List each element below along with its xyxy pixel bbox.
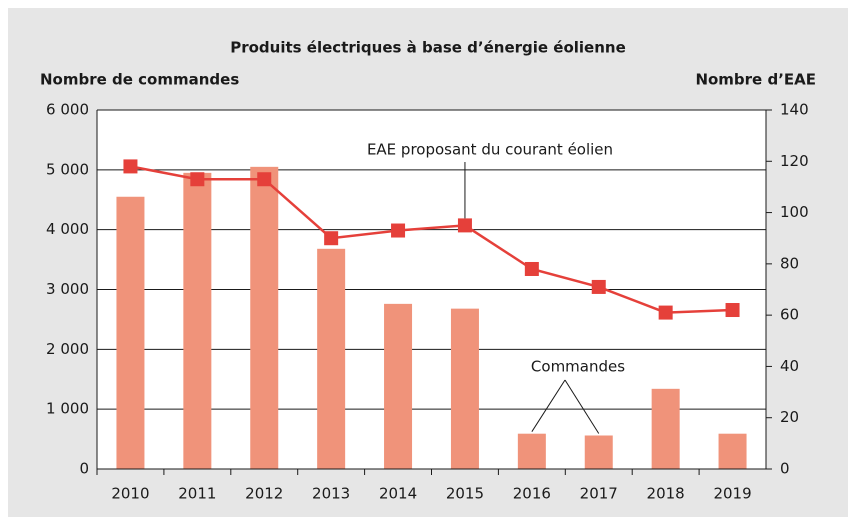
x-tick-label: 2018 (647, 485, 685, 503)
bar (450, 308, 479, 469)
label-bg (512, 355, 640, 377)
marker (524, 261, 539, 276)
annotation: Commandes (531, 358, 625, 376)
x-tick-label: 2016 (513, 485, 551, 503)
bar (584, 435, 613, 469)
marker (591, 279, 606, 294)
marker (725, 303, 740, 318)
y-tick-label: 6 000 (46, 101, 89, 119)
marker (324, 231, 339, 246)
marker (190, 172, 205, 187)
y-tick-label: 2 000 (46, 340, 89, 358)
y2-tick-label: 60 (780, 306, 799, 324)
y-tick-label: 4 000 (46, 220, 89, 238)
y2-tick-label: 40 (780, 357, 799, 375)
y-tick-label: 3 000 (46, 280, 89, 298)
x-tick-label: 2019 (713, 485, 751, 503)
y2-tick-label: 80 (780, 254, 799, 272)
marker (257, 172, 272, 187)
y-tick-label: 0 (79, 460, 89, 478)
marker (658, 305, 673, 320)
x-tick-label: 2011 (178, 485, 216, 503)
y2-tick-label: 100 (780, 203, 809, 221)
bar (317, 248, 346, 469)
bar (116, 196, 145, 469)
line (130, 165, 733, 314)
bar (250, 166, 279, 469)
x-tick-label: 2012 (245, 485, 283, 503)
bar (651, 388, 680, 469)
marker (457, 218, 472, 233)
x-tick-label: 2010 (111, 485, 149, 503)
x-tick-label: 2015 (446, 485, 484, 503)
annotation: EAE proposant du courant éolien (367, 141, 613, 159)
bar (384, 303, 413, 469)
y2-tick-label: 0 (780, 460, 790, 478)
y2-tick-label: 140 (780, 101, 809, 119)
y-tick-label: 1 000 (46, 400, 89, 418)
leader (531, 379, 566, 432)
chart-title: Produits électriques à base d’énergie éo… (230, 39, 626, 57)
bar (183, 172, 212, 469)
y2-axis-label: Nombre d’EAE (695, 71, 816, 89)
y-tick-label: 5 000 (46, 160, 89, 178)
marker (391, 223, 406, 238)
bar (718, 433, 747, 469)
y2-tick-label: 120 (780, 152, 809, 170)
y2-tick-label: 20 (780, 408, 799, 426)
x-tick-label: 2017 (580, 485, 618, 503)
marker (123, 159, 138, 174)
x-tick-label: 2014 (379, 485, 417, 503)
y-axis-label: Nombre de commandes (40, 71, 239, 89)
bar (517, 433, 546, 469)
leader (564, 379, 600, 434)
x-tick-label: 2013 (312, 485, 350, 503)
